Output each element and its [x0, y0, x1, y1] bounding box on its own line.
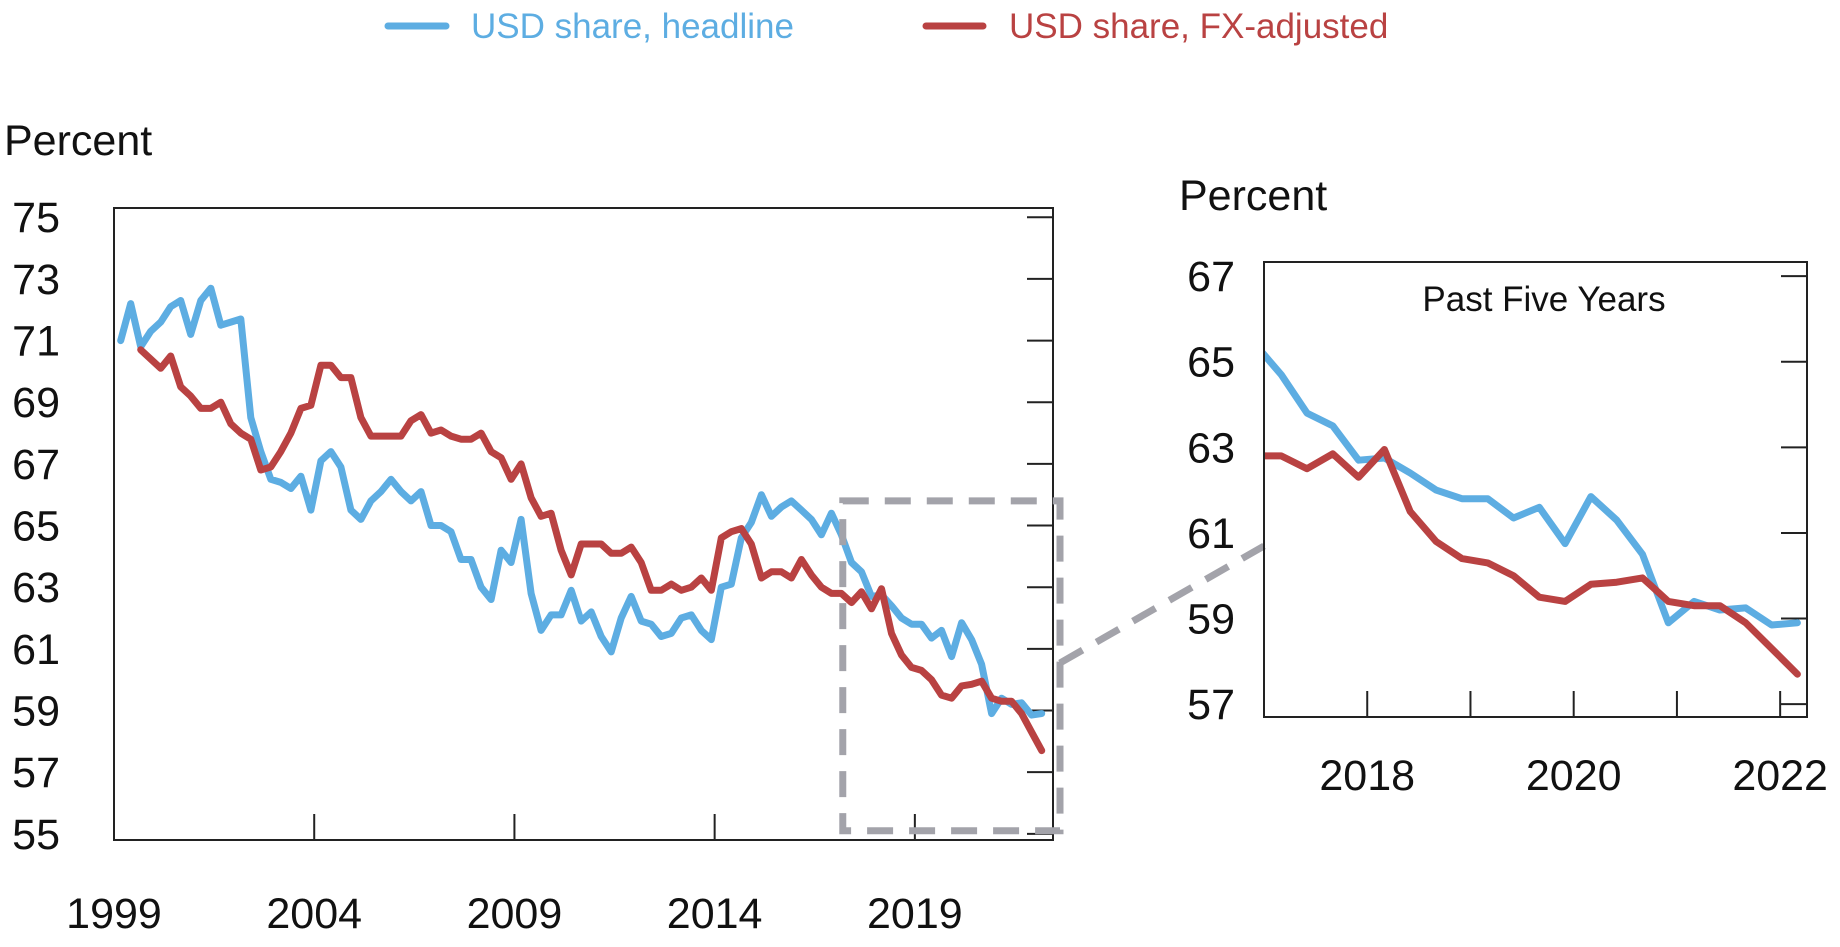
main-plot-frame: [113, 207, 1054, 841]
main-plot-lines: [117, 284, 1046, 755]
y-tick-label: 69: [12, 379, 60, 427]
y-tick-label: 67: [12, 441, 60, 489]
main-panel: Percent 55 57 59 61 63 65 67 69 71 73 75 1999 2004 2…: [4, 117, 1064, 938]
legend-label-headline: USD share, headline: [471, 7, 794, 46]
inset-panel: Percent 57 59 61 63 65 67 2018 2020 2022 Past F…: [1179, 172, 1828, 800]
y-tick-label: 57: [1187, 681, 1235, 729]
x-tick-label: 2004: [266, 890, 362, 938]
main-y-axis-label: Percent: [4, 117, 152, 165]
y-tick-label: 63: [12, 564, 60, 612]
y-tick-label: 55: [12, 811, 60, 859]
main-x-axis: 1999 2004 2009 2014 2019: [66, 814, 963, 938]
legend: USD share, headline USD share, FX-adjust…: [384, 7, 1388, 46]
x-tick-label: 2019: [867, 890, 963, 938]
y-tick-label: 59: [1187, 596, 1235, 644]
legend-label-fx-adjusted: USD share, FX-adjusted: [1009, 7, 1388, 46]
x-tick-label: 2009: [467, 890, 563, 938]
inset-plot-frame: [1263, 261, 1808, 718]
y-tick-label: 65: [1187, 339, 1235, 387]
series-line-fx-adjusted: [137, 346, 1046, 755]
y-tick-label: 63: [1187, 424, 1235, 472]
x-tick-label: 1999: [66, 890, 162, 938]
inset-plot-lines: [1264, 349, 1801, 678]
y-tick-label: 57: [12, 749, 60, 797]
x-tick-label: 2018: [1319, 752, 1415, 800]
y-tick-label: 67: [1187, 253, 1235, 301]
series-line-headline: [117, 284, 1046, 719]
x-tick-label: 2014: [667, 890, 763, 938]
y-tick-label: 61: [12, 626, 60, 674]
inset-title: Past Five Years: [1422, 280, 1665, 319]
y-tick-label: 61: [1187, 510, 1235, 558]
y-tick-label: 71: [12, 318, 60, 366]
x-tick-label: 2020: [1526, 752, 1622, 800]
y-tick-label: 65: [12, 503, 60, 551]
highlight-box: [839, 497, 1064, 835]
y-tick-label: 75: [12, 194, 60, 242]
series-line-headline: [1264, 349, 1801, 629]
x-tick-label: 2022: [1732, 752, 1828, 800]
inset-x-axis: 2018 2020 2022: [1319, 691, 1828, 800]
series-line-fx-adjusted: [1264, 446, 1801, 678]
inset-y-axis: 57 59 61 63 65 67: [1187, 253, 1807, 729]
y-tick-label: 73: [12, 256, 60, 304]
inset-y-axis-label: Percent: [1179, 172, 1327, 220]
y-tick-label: 59: [12, 688, 60, 736]
main-y-axis: 55 57 59 61 63 65 67 69 71 73 75: [12, 194, 1053, 859]
